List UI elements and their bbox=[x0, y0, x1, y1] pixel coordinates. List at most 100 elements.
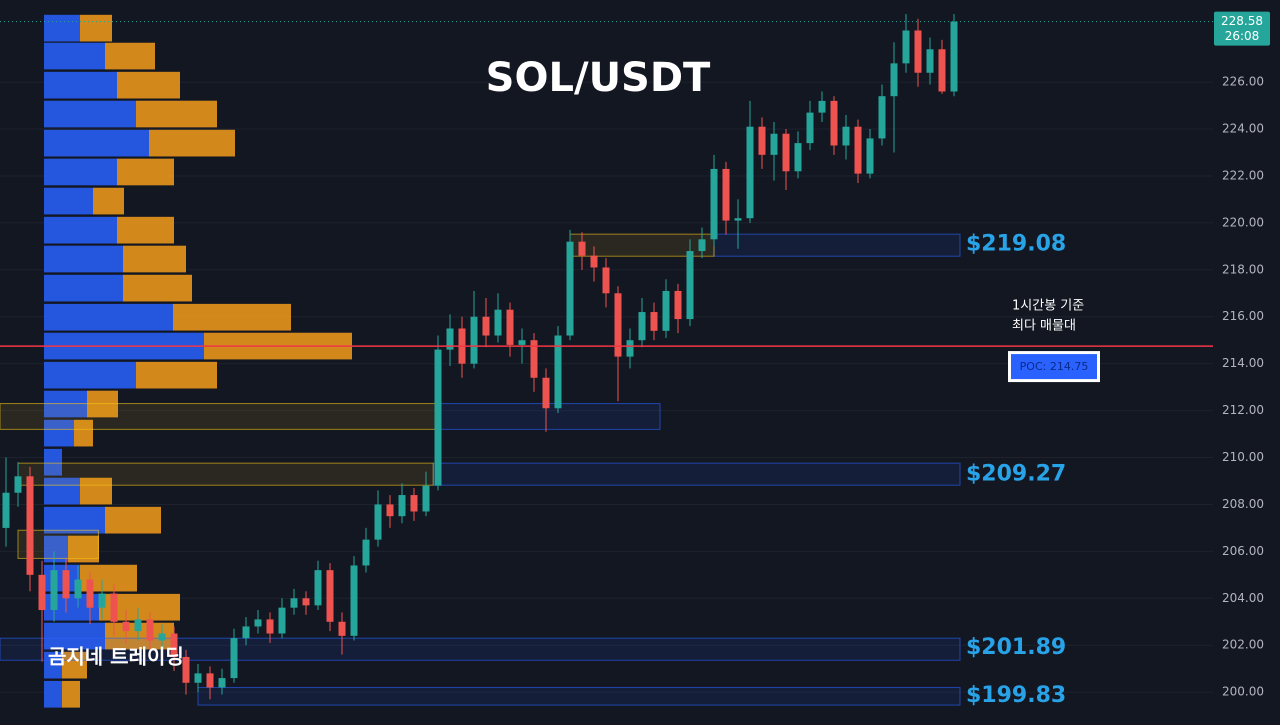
candle-body bbox=[614, 293, 622, 357]
candle-body bbox=[410, 495, 418, 512]
profile-sell bbox=[117, 158, 174, 186]
candle-body bbox=[734, 218, 742, 221]
last-price-label: 228.58 bbox=[1221, 14, 1263, 28]
candle-body bbox=[902, 30, 910, 64]
profile-buy bbox=[44, 448, 62, 476]
candle-body bbox=[242, 626, 250, 639]
watermark: 곰지네 트레이딩 bbox=[48, 645, 184, 669]
candle-body bbox=[50, 570, 58, 611]
y-tick-label: 206.00 bbox=[1222, 544, 1264, 558]
profile-sell bbox=[62, 651, 87, 679]
y-tick-label: 218.00 bbox=[1222, 262, 1264, 276]
candle-body bbox=[434, 349, 442, 486]
profile-sell bbox=[123, 274, 192, 302]
y-tick-label: 212.00 bbox=[1222, 403, 1264, 417]
zone bbox=[17, 462, 434, 486]
candle-body bbox=[338, 621, 346, 636]
profile-buy bbox=[44, 42, 105, 70]
candle-body bbox=[794, 143, 802, 172]
y-tick-label: 220.00 bbox=[1222, 215, 1264, 229]
profile-sell bbox=[123, 245, 186, 273]
candle-body bbox=[890, 63, 898, 97]
candle-body bbox=[950, 21, 958, 92]
candle-body bbox=[914, 30, 922, 73]
profile-sell bbox=[93, 187, 124, 215]
y-tick-label: 210.00 bbox=[1222, 450, 1264, 464]
candle-body bbox=[878, 96, 886, 139]
candle-body bbox=[806, 112, 814, 144]
candle-body bbox=[686, 251, 694, 320]
candle-body bbox=[218, 678, 226, 688]
candle-body bbox=[566, 241, 574, 336]
candle-body bbox=[182, 656, 190, 683]
candle-body bbox=[122, 621, 130, 632]
candle-body bbox=[26, 476, 34, 575]
profile-buy bbox=[44, 361, 136, 389]
y-tick-label: 204.00 bbox=[1222, 591, 1264, 605]
y-tick-label: 202.00 bbox=[1222, 638, 1264, 652]
candle-body bbox=[134, 619, 142, 632]
profile-buy bbox=[44, 419, 74, 447]
candle-body bbox=[422, 485, 430, 512]
profile-sell bbox=[173, 303, 291, 331]
countdown: 26:08 bbox=[1225, 29, 1260, 43]
candle-body bbox=[758, 126, 766, 155]
profile-buy bbox=[44, 14, 80, 42]
profile-sell bbox=[105, 506, 161, 534]
candle-body bbox=[230, 638, 238, 679]
candle-body bbox=[14, 476, 22, 493]
candle-body bbox=[818, 100, 826, 113]
chart-title: SOL/USDT bbox=[486, 55, 711, 101]
profile-buy bbox=[44, 564, 80, 592]
candle-body bbox=[302, 598, 310, 606]
zone bbox=[0, 403, 439, 430]
profile-buy bbox=[44, 245, 123, 273]
profile-sell bbox=[136, 100, 217, 128]
candle-body bbox=[674, 290, 682, 320]
candle-body bbox=[710, 168, 718, 240]
candle-body bbox=[590, 255, 598, 268]
candle-body bbox=[398, 495, 406, 517]
candle-body bbox=[842, 126, 850, 146]
level-label: $201.89 bbox=[966, 635, 1066, 660]
level-label: $209.27 bbox=[966, 462, 1066, 487]
candle-body bbox=[542, 377, 550, 409]
profile-buy bbox=[44, 303, 173, 331]
profile-buy bbox=[44, 71, 117, 99]
y-tick-label: 208.00 bbox=[1222, 497, 1264, 511]
candle-body bbox=[158, 633, 166, 641]
candle-body bbox=[2, 492, 10, 528]
zone bbox=[713, 233, 961, 257]
profile-buy bbox=[44, 187, 93, 215]
candle-body bbox=[866, 138, 874, 174]
zone bbox=[197, 686, 961, 706]
profile-sell bbox=[80, 14, 112, 42]
poc-label: POC: 214.75 bbox=[1020, 360, 1089, 373]
candle-body bbox=[698, 239, 706, 252]
candle-body bbox=[170, 633, 178, 657]
y-tick-label: 214.00 bbox=[1222, 356, 1264, 370]
candle-body bbox=[626, 340, 634, 357]
profile-sell bbox=[136, 361, 217, 389]
candle-body bbox=[638, 312, 646, 341]
candle-body bbox=[446, 328, 454, 350]
candle-body bbox=[62, 570, 70, 599]
candle-body bbox=[854, 126, 862, 174]
candle-body bbox=[722, 168, 730, 221]
candle-body bbox=[650, 312, 658, 331]
candle-body bbox=[350, 565, 358, 636]
candle-body bbox=[362, 539, 370, 566]
candle-body bbox=[470, 316, 478, 364]
level-label: $219.08 bbox=[966, 231, 1066, 256]
candle-body bbox=[602, 267, 610, 294]
annotation: 최다 매물대 bbox=[1012, 319, 1076, 334]
y-tick-label: 226.00 bbox=[1222, 75, 1264, 89]
candle-body bbox=[326, 570, 334, 622]
candle-body bbox=[938, 49, 946, 92]
candle-body bbox=[38, 574, 46, 611]
profile-buy bbox=[44, 622, 105, 650]
candle-body bbox=[110, 593, 118, 622]
profile-sell bbox=[117, 71, 180, 99]
candle-body bbox=[278, 607, 286, 634]
